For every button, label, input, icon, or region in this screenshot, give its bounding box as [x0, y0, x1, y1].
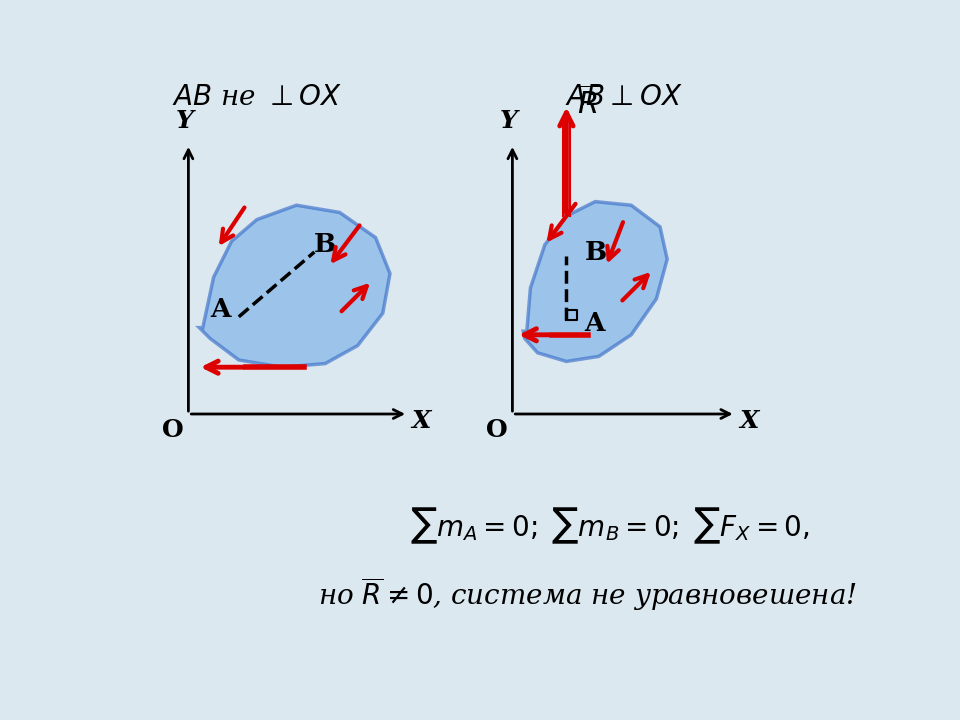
- Text: A: A: [585, 312, 605, 336]
- Polygon shape: [523, 202, 667, 361]
- Text: $\overline{R}$: $\overline{R}$: [577, 87, 600, 122]
- Text: X: X: [739, 409, 758, 433]
- Polygon shape: [200, 205, 390, 367]
- Text: X: X: [412, 409, 431, 433]
- Text: O: O: [161, 418, 183, 442]
- Text: Y: Y: [500, 109, 517, 133]
- Text: $\sum m_A = 0;\; \sum m_B = 0;\; \sum F_X = 0,$: $\sum m_A = 0;\; \sum m_B = 0;\; \sum F_…: [410, 505, 809, 546]
- Text: Y: Y: [176, 109, 194, 133]
- Text: O: O: [486, 418, 508, 442]
- Text: $AB$ не $\bot OX$: $AB$ не $\bot OX$: [172, 84, 342, 111]
- Text: но $\overline{R} \neq 0$, система не уравновешена!: но $\overline{R} \neq 0$, система не ура…: [319, 575, 857, 613]
- Text: $AB\bot OX$: $AB\bot OX$: [565, 84, 683, 111]
- Text: B: B: [585, 240, 607, 264]
- Text: B: B: [314, 233, 336, 257]
- Text: A: A: [210, 297, 231, 322]
